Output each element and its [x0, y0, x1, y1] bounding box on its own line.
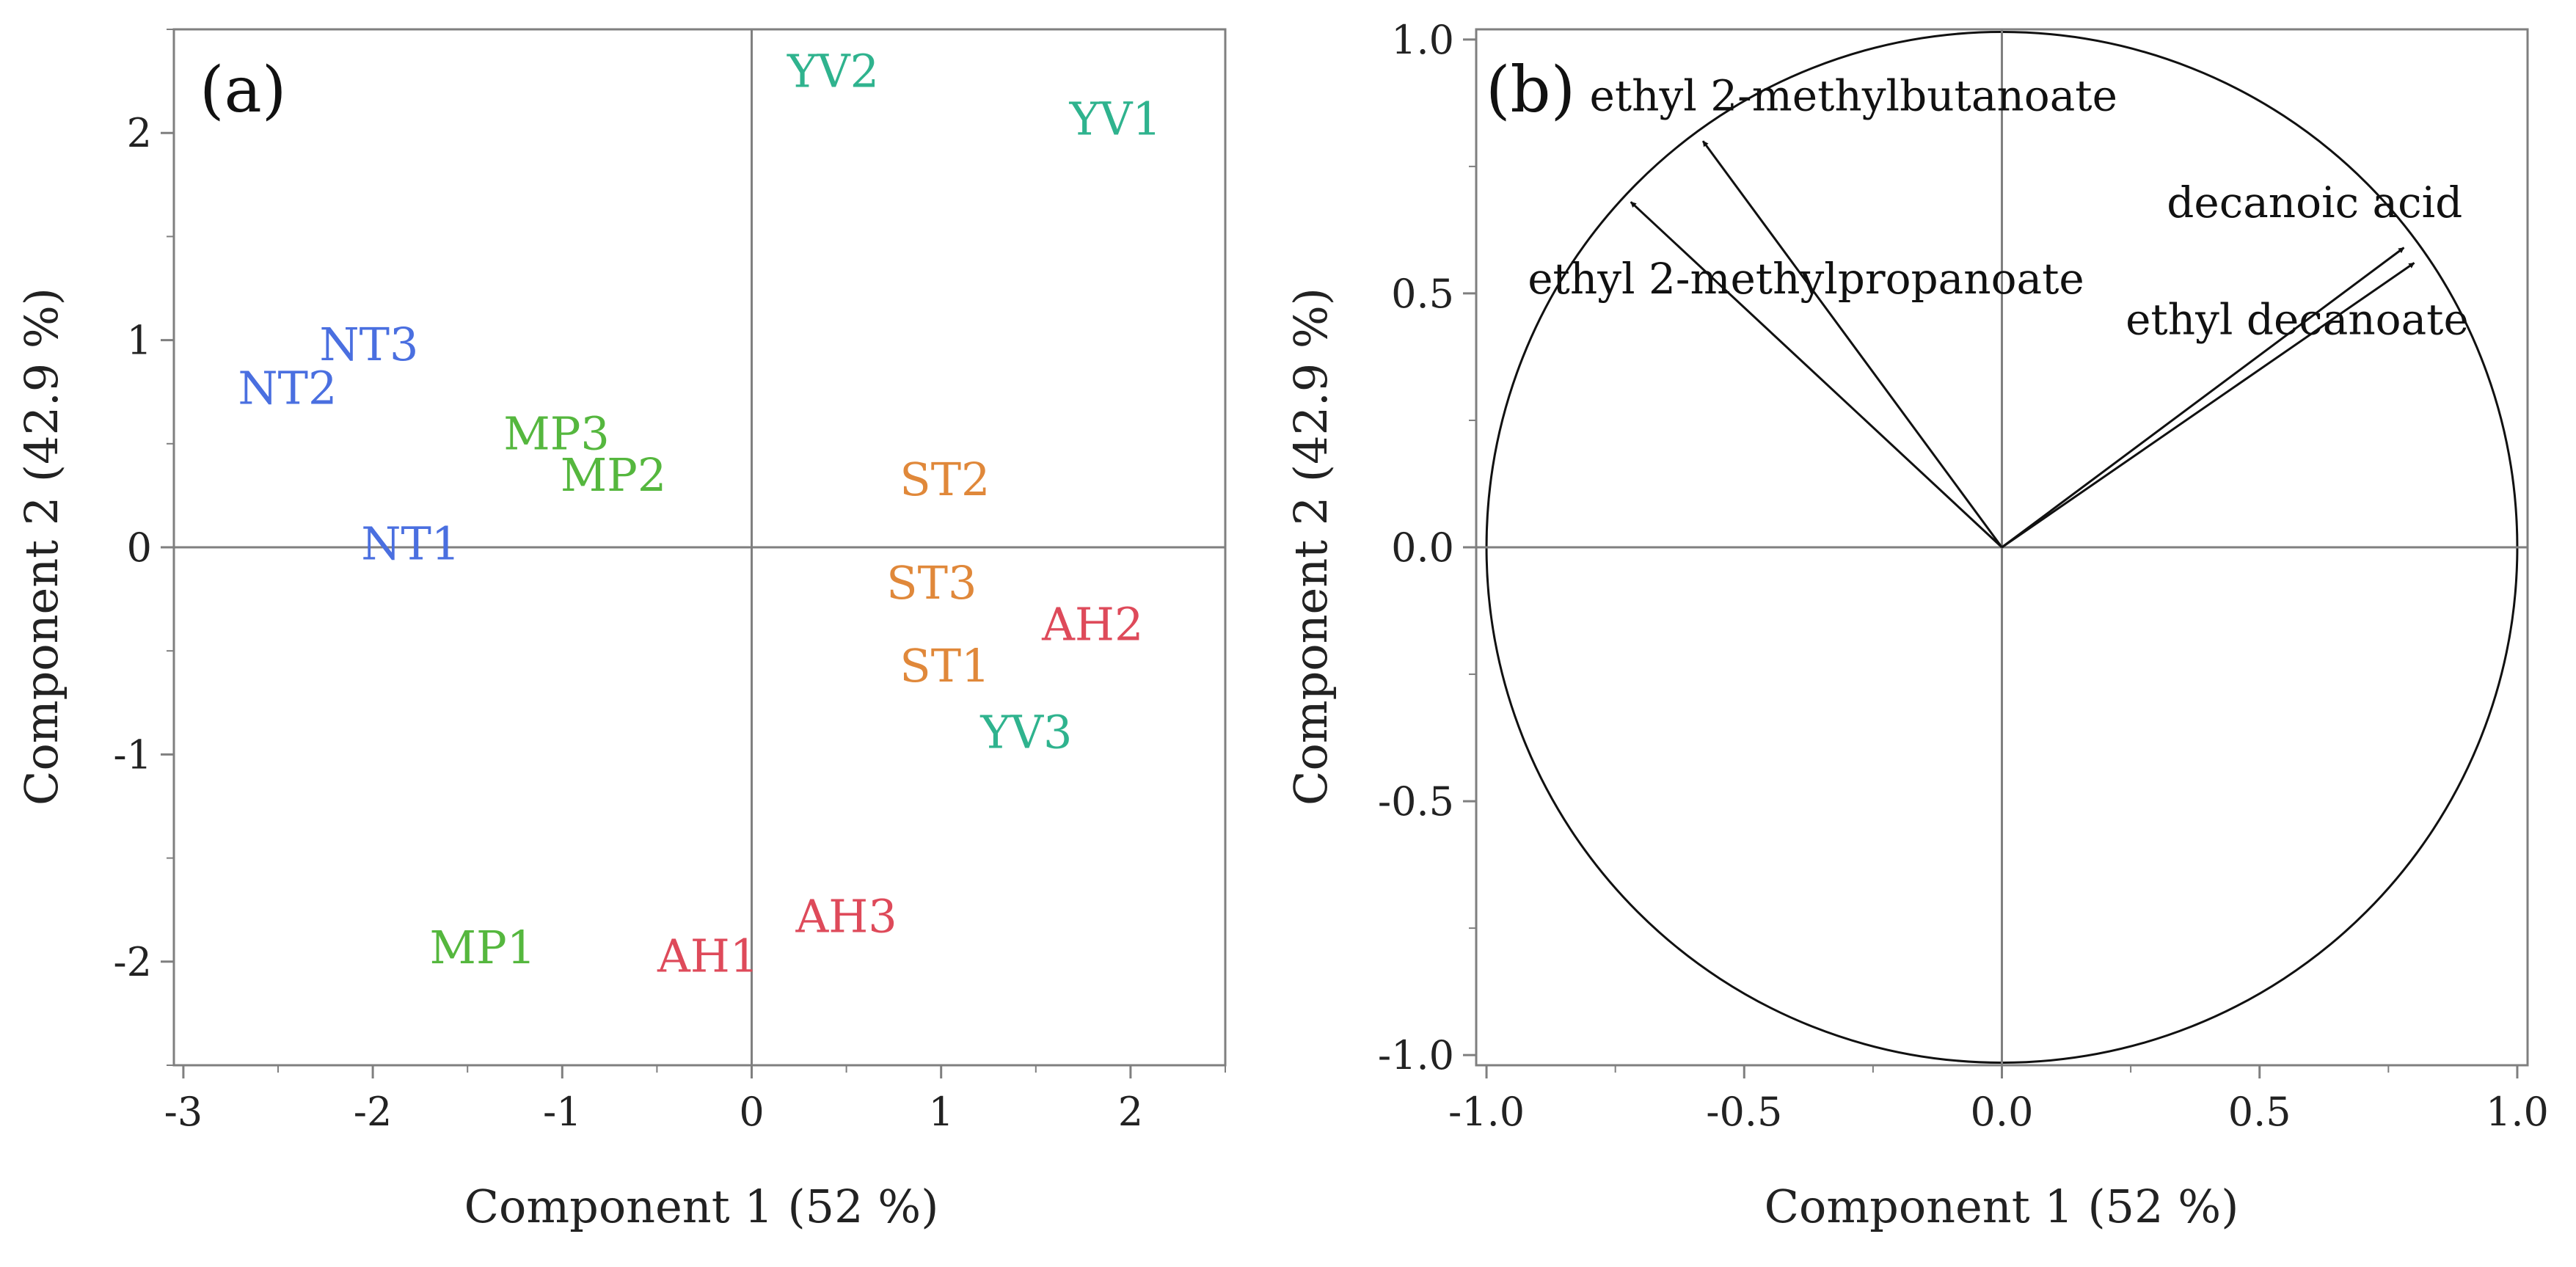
y-tick-label: -1.0 [1378, 1032, 1454, 1078]
loading-label-decanoic-acid: decanoic acid [2167, 178, 2462, 227]
score-plot-y-axis: -2 -1 0 1 2 [113, 29, 174, 1066]
x-tick-label: -0.5 [1706, 1089, 1782, 1135]
score-plot-x-axis-title: Component 1 (52 %) [464, 1180, 939, 1233]
loading-vector-ethyl-2-methylbutanoate [1701, 140, 2003, 548]
sample-point-nt3: NT3 [319, 318, 418, 371]
sample-point-nt1: NT1 [361, 516, 460, 570]
y-tick-label: 1 [127, 318, 152, 364]
sample-point-yv2: YV2 [787, 44, 879, 98]
loading-label-ethyl-2-methylpropanoate: ethyl 2-methylpropanoate [1528, 254, 2084, 304]
sample-point-yv1: YV1 [1069, 92, 1161, 145]
sample-point-mp3: MP3 [503, 407, 610, 461]
sample-point-mp2: MP2 [561, 448, 667, 502]
y-tick-label: 0 [127, 525, 152, 571]
x-tick-label: -1.0 [1448, 1089, 1525, 1135]
x-tick-label: 1 [929, 1089, 954, 1135]
sample-point-ah2: AH2 [1041, 597, 1143, 651]
loading-plot-y-axis-title: Component 2 (42.9 %) [1284, 288, 1338, 806]
x-tick-label: 2 [1118, 1089, 1143, 1135]
loading-plot-y-axis: -1.0 -0.5 0.0 0.5 1.0 [1378, 17, 1476, 1078]
x-tick-label: 1.0 [2486, 1089, 2549, 1135]
loading-vector-ethyl-2-methylpropanoate [1630, 201, 2003, 549]
loading-plot-x-axis-title: Component 1 (52 %) [1765, 1180, 2239, 1233]
y-tick-label: 2 [127, 110, 152, 156]
loading-plot-panel: -1.0 -0.5 0.0 0.5 1.0 -1.0 -0.5 0.0 0.5 1.0 ethy… [1284, 17, 2549, 1233]
sample-point-mp1: MP1 [430, 921, 536, 974]
y-tick-label: 0.5 [1391, 271, 1454, 317]
y-tick-label: -0.5 [1378, 778, 1454, 825]
y-tick-label: 0.0 [1391, 525, 1454, 571]
loading-vectors: ethyl 2-methylbutanoate ethyl 2-methylpro… [1528, 71, 2469, 549]
sample-point-ah1: AH1 [657, 929, 759, 982]
x-tick-label: -1 [543, 1089, 582, 1135]
y-tick-label: 1.0 [1391, 17, 1454, 63]
score-plot-y-axis-title: Component 2 (42.9 %) [15, 288, 68, 806]
loading-label-ethyl-decanoate: ethyl decanoate [2126, 294, 2469, 344]
x-tick-label: -2 [354, 1089, 393, 1135]
loading-vector-ethyl-decanoate [2001, 262, 2415, 549]
panel-label-a: (a) [200, 54, 286, 127]
x-tick-label: 0.0 [1971, 1089, 2034, 1135]
y-tick-label: -1 [113, 731, 152, 778]
x-tick-label: 0 [739, 1089, 764, 1135]
sample-point-nt2: NT2 [238, 362, 337, 415]
loading-label-ethyl-2-methylbutanoate: ethyl 2-methylbutanoate [1590, 71, 2117, 121]
loading-vector-decanoic-acid [2001, 247, 2405, 549]
sample-point-ah3: AH3 [795, 890, 897, 943]
panel-label-b: (b) [1486, 54, 1575, 127]
score-plot-x-axis: -3 -2 -1 0 1 2 [164, 1065, 1226, 1135]
sample-point-yv3: YV3 [979, 705, 1072, 759]
y-tick-label: -2 [113, 939, 152, 985]
x-tick-label: -3 [164, 1089, 203, 1135]
loading-plot-x-axis: -1.0 -0.5 0.0 0.5 1.0 [1448, 1065, 2549, 1135]
x-tick-label: 0.5 [2228, 1089, 2291, 1135]
sample-point-st1: ST1 [900, 639, 990, 693]
sample-point-st2: ST2 [900, 453, 990, 506]
sample-point-st3: ST3 [886, 556, 977, 610]
